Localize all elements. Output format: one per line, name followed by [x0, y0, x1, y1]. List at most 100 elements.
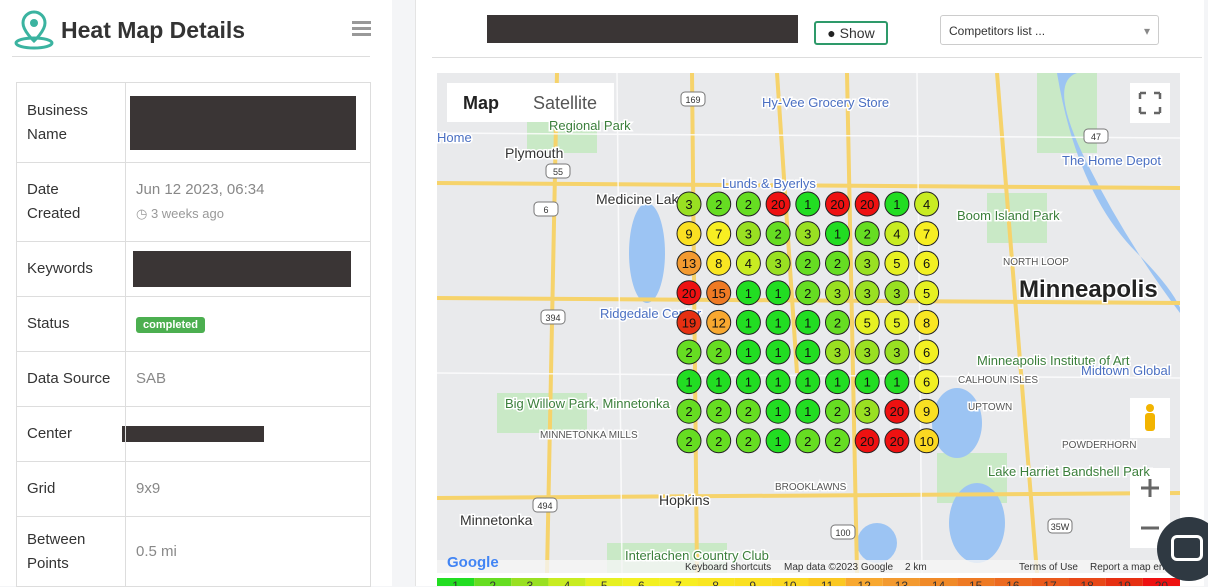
detail-label: Data Source	[16, 351, 126, 407]
rank-dot	[735, 250, 761, 276]
road-number: 55	[553, 167, 563, 177]
legend-swatch	[1105, 578, 1143, 586]
rank-value: 2	[745, 434, 752, 449]
legend-swatch	[734, 578, 772, 586]
rank-dot	[735, 339, 761, 365]
legend-value: 20	[1155, 579, 1169, 586]
legend-value: 11	[821, 579, 834, 586]
rank-dot	[914, 191, 940, 217]
rank-value: 2	[685, 345, 692, 360]
rank-value: 6	[923, 375, 930, 390]
rank-dot	[914, 339, 940, 365]
rank-value: 1	[774, 315, 781, 330]
rank-dot	[825, 309, 850, 335]
fullscreen-button[interactable]	[1130, 83, 1170, 123]
legend-swatch	[957, 578, 995, 586]
rank-dot	[765, 309, 791, 335]
legend-swatch	[511, 578, 549, 586]
rank-dot	[795, 191, 821, 217]
detail-row: Date Created Jun 12 2023, 06:34 ◷ 3 weeks …	[16, 162, 371, 242]
details-table: Business Name Date Created Jun 12 2023, 06…	[16, 82, 371, 587]
rank-value: 6	[923, 345, 930, 360]
detail-value: 9x9	[125, 461, 371, 517]
map[interactable]: Map Satellite Hy-Vee Grocery Store Regional…	[437, 73, 1180, 573]
map-label: NORTH LOOP	[1003, 257, 1069, 268]
rank-dot	[795, 339, 821, 365]
map-label: Hy-Vee Grocery Store	[762, 95, 889, 110]
rank-dot	[854, 191, 880, 217]
rank-dot	[854, 221, 880, 247]
rank-value: 2	[834, 256, 841, 271]
rank-value: 1	[745, 315, 752, 330]
menu-icon[interactable]	[352, 20, 372, 38]
rank-value: 13	[682, 256, 696, 271]
map-label: Big Willow Park, Minnetonka	[505, 396, 670, 411]
rank-dot	[914, 428, 940, 454]
note-text: ◷ 3 weeks ago	[136, 206, 224, 221]
value-text: 9x9	[136, 480, 161, 497]
rank-dot	[676, 398, 702, 424]
detail-label: Between Points	[16, 516, 126, 587]
rank-dot	[765, 339, 791, 365]
rank-value: 2	[715, 434, 722, 449]
redacted	[130, 95, 356, 150]
road-shield	[540, 309, 566, 325]
detail-label: Date Created	[16, 162, 126, 242]
detail-row: Keywords	[16, 241, 371, 297]
competitors-select[interactable]: Competitors list ... ▾	[940, 15, 1159, 45]
rank-value: 1	[685, 375, 692, 390]
legend-value: 8	[712, 579, 719, 586]
rank-value: 2	[834, 404, 841, 419]
rank-dot	[854, 250, 880, 276]
map-label: Lake Harriet Bandshell Park	[988, 464, 1150, 479]
rank-value: 2	[804, 256, 811, 271]
rank-value: 10	[919, 434, 933, 449]
rank-value: 2	[834, 434, 841, 449]
legend-swatch	[622, 578, 660, 586]
rank-dot	[854, 369, 880, 395]
rank-dot	[884, 339, 910, 365]
rank-dot	[706, 369, 732, 395]
map-label: Home	[437, 130, 472, 145]
detail-label: Keywords	[16, 241, 126, 297]
rank-value: 1	[774, 345, 781, 360]
rank-dot	[765, 191, 791, 217]
rank-value: 1	[774, 375, 781, 390]
chat-button[interactable]	[1157, 517, 1208, 581]
rank-value: 2	[774, 227, 781, 242]
show-button[interactable]: ● Show	[814, 21, 888, 45]
legend-swatch	[919, 578, 958, 586]
rank-dot	[795, 221, 821, 247]
panel-title: Heat Map Details	[61, 17, 246, 43]
detail-value: completed	[125, 296, 371, 352]
map-label: Minneapolis	[1019, 276, 1158, 303]
map-footer: Keyboard shortcuts	[685, 562, 771, 573]
road-number: 47	[1091, 132, 1101, 142]
rank-value: 8	[715, 256, 722, 271]
rank-value: 20	[860, 434, 874, 449]
map-tab[interactable]: Map	[463, 93, 499, 113]
rank-dot	[825, 221, 850, 247]
map-footer: Google	[447, 554, 499, 571]
rank-value: 2	[804, 286, 811, 301]
legend: 1 2 3 4 5 6 7 8 9 10 11 12 13 14 15 16 17 18 19 20	[437, 578, 1180, 586]
rank-value: 2	[745, 197, 752, 212]
rank-dot	[706, 339, 732, 365]
rank-dot	[825, 339, 850, 365]
rank-dot	[854, 280, 880, 306]
rank-value: 19	[682, 315, 696, 330]
road-shield	[545, 163, 571, 179]
rank-value: 2	[804, 434, 811, 449]
rank-value: 1	[774, 434, 781, 449]
legend-swatch	[1142, 578, 1180, 586]
legend-swatch	[437, 578, 475, 586]
map-label: Interlachen Country Club	[625, 548, 769, 563]
rank-value: 1	[804, 197, 811, 212]
road-number: 494	[537, 501, 552, 511]
map-tab[interactable]: Satellite	[533, 93, 597, 113]
legend-value: 17	[1043, 579, 1057, 586]
rank-dot	[825, 428, 850, 454]
rank-value: 20	[890, 434, 904, 449]
details-panel: Heat Map Details Business Name Date Creat…	[0, 0, 392, 587]
rank-value: 3	[864, 286, 871, 301]
